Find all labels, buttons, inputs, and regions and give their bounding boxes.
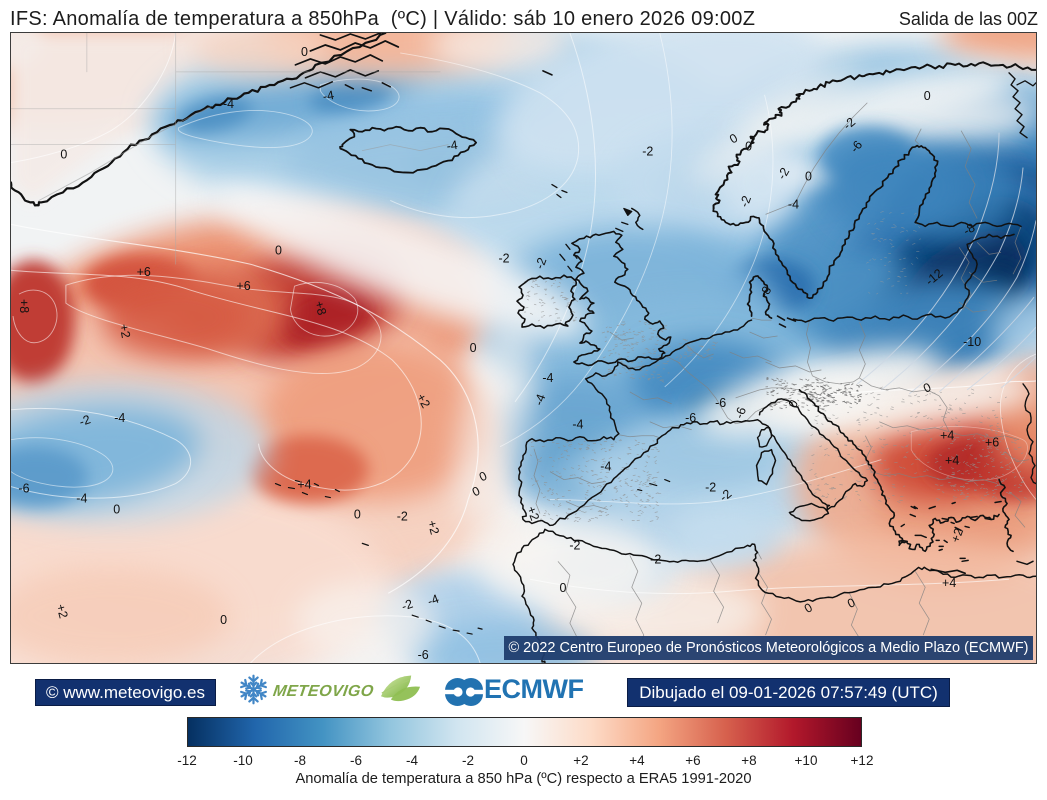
svg-text:+4: +4: [297, 478, 311, 492]
svg-text:+4: +4: [940, 429, 954, 443]
svg-text:0: 0: [275, 243, 282, 257]
svg-text:-4: -4: [788, 197, 799, 211]
svg-text:0: 0: [354, 507, 361, 521]
svg-text:-4: -4: [600, 460, 611, 474]
svg-text:+6: +6: [137, 265, 151, 279]
svg-text:+6: +6: [236, 279, 250, 293]
svg-text:0: 0: [470, 341, 477, 355]
svg-text:-4: -4: [572, 418, 583, 432]
svg-text:-2: -2: [77, 412, 92, 429]
svg-text:+8: +8: [17, 299, 31, 313]
svg-text:0: 0: [745, 140, 752, 154]
svg-text:0: 0: [559, 581, 566, 595]
svg-text:-4: -4: [322, 88, 335, 104]
svg-text:+6: +6: [985, 436, 999, 450]
svg-text:0: 0: [805, 170, 812, 184]
svg-text:-2: -2: [642, 145, 653, 159]
svg-text:0: 0: [301, 45, 308, 59]
svg-text:-2: -2: [532, 256, 549, 271]
svg-text:0: 0: [113, 502, 120, 516]
svg-text:+2: +2: [117, 323, 133, 339]
svg-text:-6: -6: [685, 411, 696, 425]
svg-text:-2: -2: [397, 509, 408, 523]
svg-text:-4: -4: [114, 411, 125, 425]
svg-text:-2: -2: [498, 251, 509, 265]
svg-text:-6: -6: [715, 396, 726, 410]
svg-text:+2: +2: [425, 519, 442, 536]
svg-text:+4: +4: [945, 454, 959, 468]
svg-text:0: 0: [60, 148, 67, 162]
svg-text:-2: -2: [400, 597, 415, 614]
svg-text:-2: -2: [569, 538, 580, 552]
svg-text:-6: -6: [732, 405, 749, 420]
svg-text:+2: +2: [53, 602, 70, 619]
svg-text:0: 0: [924, 89, 931, 103]
svg-text:-6: -6: [418, 648, 429, 662]
svg-text:-6: -6: [18, 482, 29, 496]
svg-text:+2: +2: [524, 504, 542, 522]
svg-text:-4: -4: [446, 138, 459, 153]
svg-text:+2: +2: [414, 391, 433, 410]
svg-text:-4: -4: [531, 392, 548, 407]
svg-text:-10: -10: [963, 335, 981, 349]
svg-text:-2: -2: [705, 481, 716, 495]
svg-text:-2: -2: [737, 194, 754, 209]
svg-text:+8: +8: [312, 299, 329, 316]
svg-text:0: 0: [220, 613, 227, 627]
svg-text:-2: -2: [650, 552, 661, 566]
svg-text:+4: +4: [942, 576, 956, 590]
svg-text:+2: +2: [948, 526, 966, 544]
svg-text:-4: -4: [426, 592, 441, 609]
svg-text:-4: -4: [223, 97, 234, 111]
svg-text:-4: -4: [76, 492, 87, 506]
svg-text:-4: -4: [542, 371, 553, 385]
